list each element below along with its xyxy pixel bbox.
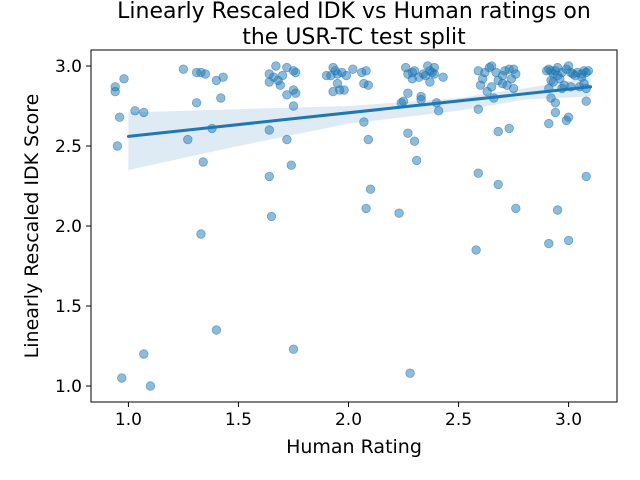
- data-point: [218, 72, 228, 82]
- data-point: [196, 229, 206, 239]
- data-point: [409, 66, 420, 76]
- chart-title-line-1: Linearly Rescaled IDK vs Human ratings o…: [117, 0, 591, 24]
- data-point: [119, 74, 129, 84]
- regression-line: [126, 85, 593, 138]
- data-point: [363, 80, 374, 90]
- y-tick-label: 1.0: [55, 377, 82, 397]
- data-point: [394, 208, 404, 218]
- y-axis-ticks: 1.0 1.5 2.0 2.5 3.0: [55, 57, 91, 397]
- x-tick-label: 1.5: [225, 410, 252, 430]
- data-point: [145, 381, 156, 391]
- data-point: [361, 203, 371, 214]
- data-point: [583, 66, 594, 76]
- y-axis-label: Linearly Rescaled IDK Score: [21, 94, 43, 359]
- data-point: [581, 171, 591, 182]
- y-tick-label: 3.0: [55, 57, 82, 77]
- data-point: [277, 70, 288, 81]
- x-tick-label: 1.0: [115, 410, 142, 430]
- x-axis-label: Human Rating: [286, 436, 422, 458]
- data-point: [359, 117, 369, 127]
- data-point: [288, 101, 299, 111]
- data-point: [471, 245, 481, 255]
- data-point: [504, 123, 514, 134]
- data-point: [361, 66, 371, 76]
- data-point: [398, 96, 409, 106]
- data-point: [264, 125, 275, 135]
- data-point: [139, 107, 149, 118]
- data-point: [544, 118, 554, 129]
- data-point: [291, 88, 301, 98]
- data-point: [508, 83, 519, 94]
- data-point: [438, 72, 448, 82]
- data-point: [493, 179, 503, 190]
- data-point: [266, 211, 277, 222]
- data-point: [200, 69, 211, 79]
- data-point: [130, 106, 140, 116]
- data-point: [552, 205, 563, 215]
- data-point: [282, 90, 292, 100]
- data-point: [486, 61, 497, 71]
- x-axis-ticks: 1.0 1.5 2.0 2.5 3.0: [115, 402, 582, 430]
- data-point: [117, 373, 127, 383]
- data-point: [511, 69, 521, 79]
- data-point: [275, 80, 286, 90]
- data-point: [341, 70, 352, 81]
- data-point: [198, 157, 208, 167]
- data-point: [493, 126, 503, 137]
- data-point: [291, 67, 301, 78]
- y-tick-label: 2.5: [55, 137, 82, 157]
- data-point: [211, 325, 222, 335]
- data-point: [473, 104, 484, 114]
- data-point: [403, 88, 413, 98]
- data-point: [110, 86, 120, 97]
- data-point: [348, 64, 358, 74]
- data-point: [434, 106, 444, 116]
- data-point: [339, 85, 349, 95]
- data-point: [403, 128, 413, 138]
- x-tick-label: 2.5: [445, 410, 472, 430]
- data-point: [405, 368, 415, 378]
- data-point: [191, 98, 202, 108]
- data-point: [183, 134, 193, 145]
- data-point: [425, 77, 435, 87]
- data-point: [288, 344, 299, 354]
- data-point: [473, 168, 484, 178]
- data-point: [550, 107, 561, 118]
- data-point: [365, 184, 376, 194]
- data-point: [286, 160, 297, 170]
- data-point: [429, 69, 440, 79]
- data-point: [112, 141, 123, 151]
- data-point: [563, 112, 574, 122]
- data-point: [412, 155, 422, 166]
- data-point: [264, 171, 275, 182]
- plot-area-frame: [90, 49, 618, 403]
- data-point: [363, 134, 374, 145]
- data-point: [550, 98, 561, 108]
- y-tick-label: 2.0: [55, 217, 82, 237]
- data-point: [178, 64, 189, 74]
- data-point: [216, 93, 226, 103]
- data-point: [114, 112, 125, 122]
- data-point: [271, 61, 281, 71]
- x-tick-label: 2.0: [335, 410, 362, 430]
- data-point: [563, 235, 574, 246]
- chart-title-line-2: the USR-TC test split: [242, 25, 466, 50]
- y-tick-label: 1.5: [55, 297, 82, 317]
- data-point: [409, 136, 420, 146]
- regression-line-group: [126, 85, 593, 138]
- data-point: [511, 203, 521, 214]
- data-point: [416, 94, 426, 105]
- data-point: [139, 349, 149, 359]
- x-tick-label: 3.0: [555, 410, 582, 430]
- data-point: [486, 82, 497, 92]
- data-point: [581, 96, 591, 106]
- data-point: [544, 238, 554, 249]
- data-point: [282, 134, 292, 145]
